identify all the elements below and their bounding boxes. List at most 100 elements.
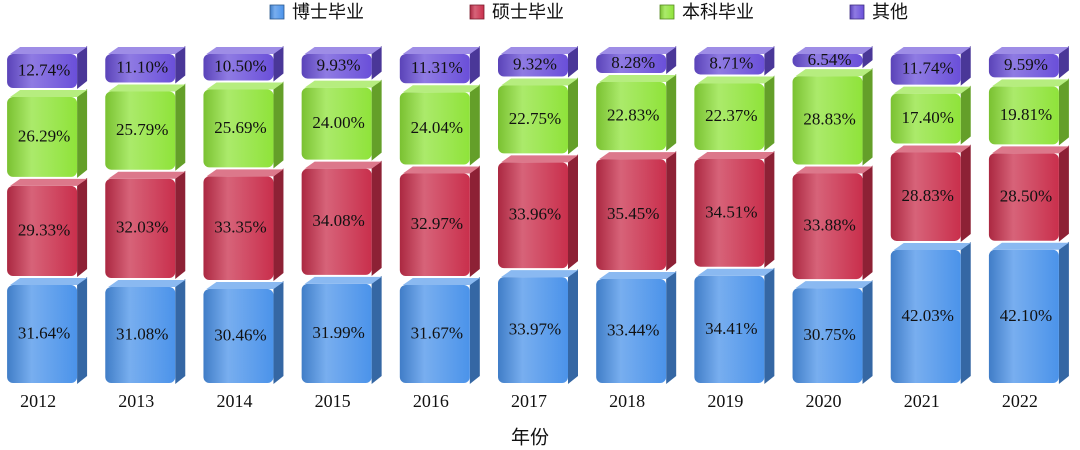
bar-top <box>501 47 578 54</box>
bar-side <box>77 277 88 384</box>
bar-top <box>108 47 186 54</box>
bar-top <box>206 82 284 90</box>
value-label: 34.51% <box>705 202 757 221</box>
value-label: 19.81% <box>1000 105 1052 124</box>
bar-segment <box>792 173 863 280</box>
bar-side <box>77 177 88 278</box>
bar-side <box>862 68 873 166</box>
bar-top <box>795 47 873 54</box>
bar-top <box>402 85 480 93</box>
bar-top <box>697 268 775 276</box>
bar-top <box>599 152 677 160</box>
bar-segment <box>694 83 765 151</box>
bar-top <box>501 155 578 163</box>
bar-side <box>175 170 186 279</box>
value-label: 22.83% <box>607 105 659 124</box>
bar-top <box>10 278 88 286</box>
value-label: 30.46% <box>214 325 266 344</box>
x-tick-label: 2014 <box>216 391 252 411</box>
bar-segment <box>792 76 863 165</box>
legend-label: 其他 <box>872 2 908 23</box>
value-label: 34.41% <box>705 319 757 338</box>
bar-top <box>206 282 284 290</box>
x-axis-title: 年份 <box>511 427 549 449</box>
bar-segment <box>988 86 1059 145</box>
bar-segment <box>988 153 1059 241</box>
value-label: 33.44% <box>607 320 659 339</box>
x-tick-label: 2022 <box>1002 391 1038 411</box>
bar-segment <box>498 85 568 154</box>
value-label: 12.74% <box>18 60 70 79</box>
value-label: 9.59% <box>1004 55 1048 74</box>
bar-top <box>108 171 186 179</box>
bar-top <box>10 90 88 98</box>
bar-segment <box>203 289 274 383</box>
bar-side <box>371 46 382 80</box>
bar-top <box>795 166 873 174</box>
value-label: 17.40% <box>902 108 954 127</box>
bar-top <box>402 166 480 174</box>
value-label: 11.74% <box>902 59 954 78</box>
bar-side <box>862 165 873 281</box>
bar-side <box>469 46 480 85</box>
bar-segment <box>7 185 78 277</box>
bar-side <box>469 84 480 166</box>
bar-top <box>893 47 971 54</box>
bar-segment <box>792 54 863 68</box>
bar-top <box>697 152 775 160</box>
bar-segment <box>596 54 667 73</box>
value-label: 32.97% <box>411 214 463 233</box>
bar-side <box>175 46 186 84</box>
x-tick-label: 2013 <box>118 391 154 411</box>
bar-top <box>206 47 284 54</box>
bar-side <box>960 46 971 86</box>
value-label: 31.64% <box>18 323 70 342</box>
bar-side <box>273 168 284 282</box>
legend-swatch <box>659 4 675 20</box>
bar-side <box>764 151 775 268</box>
bar-top <box>893 86 971 94</box>
x-tick-label: 2015 <box>315 391 351 411</box>
bar-segment <box>596 159 667 270</box>
bar-top <box>893 242 971 250</box>
bar-segment <box>105 286 176 383</box>
value-label: 34.08% <box>312 211 364 230</box>
bar-segment <box>399 173 470 276</box>
bar-top <box>991 47 1069 54</box>
bar-segment <box>988 249 1059 383</box>
x-tick-label: 2012 <box>20 391 56 411</box>
value-label: 8.71% <box>709 54 753 73</box>
legend-swatch <box>849 4 865 20</box>
bar-segment <box>203 54 274 81</box>
value-label: 31.08% <box>116 324 168 343</box>
bar-side <box>273 281 284 384</box>
value-label: 42.03% <box>902 306 954 325</box>
value-label: 11.10% <box>116 58 168 77</box>
bar-segment <box>498 162 568 269</box>
bar-top <box>304 161 382 169</box>
bar-side <box>666 270 677 384</box>
x-tick-label: 2021 <box>904 391 940 411</box>
bar-side <box>77 89 88 178</box>
bar-segment <box>105 91 176 170</box>
bar-side <box>862 280 873 384</box>
bar-side <box>371 79 382 161</box>
bar-top <box>108 84 186 92</box>
value-label: 29.33% <box>18 220 70 239</box>
value-label: 24.00% <box>312 113 364 132</box>
legend-swatch <box>269 4 285 20</box>
bar-top <box>795 281 873 289</box>
bar-top <box>10 178 88 186</box>
bar-segment <box>7 54 78 89</box>
x-tick-label: 2018 <box>609 391 645 411</box>
bar-top <box>402 277 480 285</box>
bar-side <box>175 278 186 384</box>
bar-segment <box>596 278 667 383</box>
bar-segment <box>203 176 274 281</box>
value-label: 24.04% <box>411 118 463 137</box>
value-label: 33.35% <box>214 218 266 237</box>
bar-side <box>862 46 873 69</box>
bar-side <box>960 241 971 384</box>
legend-label: 博士毕业 <box>292 2 364 23</box>
